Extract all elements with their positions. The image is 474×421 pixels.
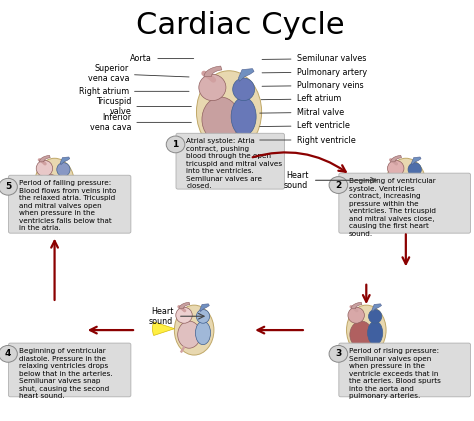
Polygon shape [411, 157, 421, 165]
Text: Cardiac Cycle: Cardiac Cycle [137, 11, 345, 40]
Ellipse shape [36, 160, 53, 176]
Ellipse shape [350, 321, 373, 348]
Ellipse shape [176, 307, 192, 323]
Polygon shape [200, 304, 210, 312]
Text: Pulmonary artery: Pulmonary artery [262, 67, 366, 77]
Text: Right atrium: Right atrium [79, 87, 189, 96]
Text: 4: 4 [5, 349, 11, 358]
Polygon shape [372, 304, 382, 312]
Polygon shape [179, 302, 190, 309]
Text: Beginning of ventricular
diastole. Pressure in the
relaxing ventricles drops
bel: Beginning of ventricular diastole. Press… [19, 348, 112, 399]
Text: Atrial systole: Atria
contract, pushing
blood through the open
tricuspid and mit: Atrial systole: Atria contract, pushing … [186, 139, 283, 189]
Circle shape [0, 346, 18, 362]
Text: Mitral valve: Mitral valve [260, 108, 344, 117]
Ellipse shape [35, 158, 74, 208]
Ellipse shape [195, 321, 210, 345]
Text: Pulmonary veins: Pulmonary veins [262, 81, 363, 90]
Text: Heart
sound: Heart sound [284, 171, 308, 190]
Wedge shape [152, 322, 174, 336]
Ellipse shape [231, 97, 256, 136]
Polygon shape [391, 155, 401, 162]
FancyBboxPatch shape [339, 343, 471, 397]
Ellipse shape [196, 309, 210, 323]
FancyBboxPatch shape [9, 343, 131, 397]
Text: Heart
sound: Heart sound [149, 306, 173, 326]
Ellipse shape [407, 174, 422, 198]
Ellipse shape [408, 163, 421, 176]
Text: Left atrium: Left atrium [261, 94, 341, 104]
Text: 1: 1 [173, 140, 179, 149]
Polygon shape [351, 302, 362, 309]
FancyBboxPatch shape [339, 173, 471, 233]
Circle shape [329, 346, 348, 362]
Ellipse shape [348, 307, 365, 323]
Text: 2: 2 [335, 181, 341, 189]
Ellipse shape [387, 160, 404, 176]
Polygon shape [204, 66, 222, 77]
Text: Right ventricle: Right ventricle [260, 136, 355, 144]
Ellipse shape [202, 97, 239, 142]
Ellipse shape [367, 321, 383, 345]
Ellipse shape [174, 305, 214, 355]
Polygon shape [60, 157, 70, 165]
Text: Beginning of ventricular
systole. Ventricles
contract, increasing
pressure withi: Beginning of ventricular systole. Ventri… [349, 178, 436, 237]
Text: 5: 5 [5, 182, 11, 191]
Ellipse shape [346, 305, 386, 355]
Ellipse shape [389, 174, 412, 201]
Ellipse shape [57, 163, 70, 176]
Ellipse shape [178, 321, 201, 348]
Wedge shape [426, 175, 447, 189]
Text: Aorta: Aorta [130, 54, 194, 63]
Circle shape [0, 179, 18, 195]
Ellipse shape [56, 174, 71, 198]
Polygon shape [238, 69, 254, 81]
Circle shape [329, 177, 348, 193]
FancyBboxPatch shape [176, 133, 284, 189]
Text: Superior
vena cava: Superior vena cava [88, 64, 189, 83]
Text: 3: 3 [335, 349, 341, 358]
FancyBboxPatch shape [9, 175, 131, 233]
Text: Period of rising pressure:
Semilunar valves open
when pressure in the
ventricle : Period of rising pressure: Semilunar val… [349, 348, 441, 399]
Ellipse shape [197, 71, 262, 153]
Ellipse shape [386, 158, 426, 208]
Text: Left ventricle: Left ventricle [260, 121, 349, 130]
Polygon shape [39, 155, 50, 162]
Text: Tricuspid
valve: Tricuspid valve [96, 97, 191, 116]
Text: Semilunar valves: Semilunar valves [262, 54, 366, 63]
Text: Period of falling pressure:
Blood flows from veins into
the relaxed atria. Tricu: Period of falling pressure: Blood flows … [19, 180, 116, 231]
Text: Inferior
vena cava: Inferior vena cava [90, 113, 191, 132]
Circle shape [166, 136, 185, 153]
Ellipse shape [368, 309, 382, 323]
Ellipse shape [233, 78, 255, 101]
Ellipse shape [38, 174, 61, 201]
Ellipse shape [199, 74, 226, 101]
